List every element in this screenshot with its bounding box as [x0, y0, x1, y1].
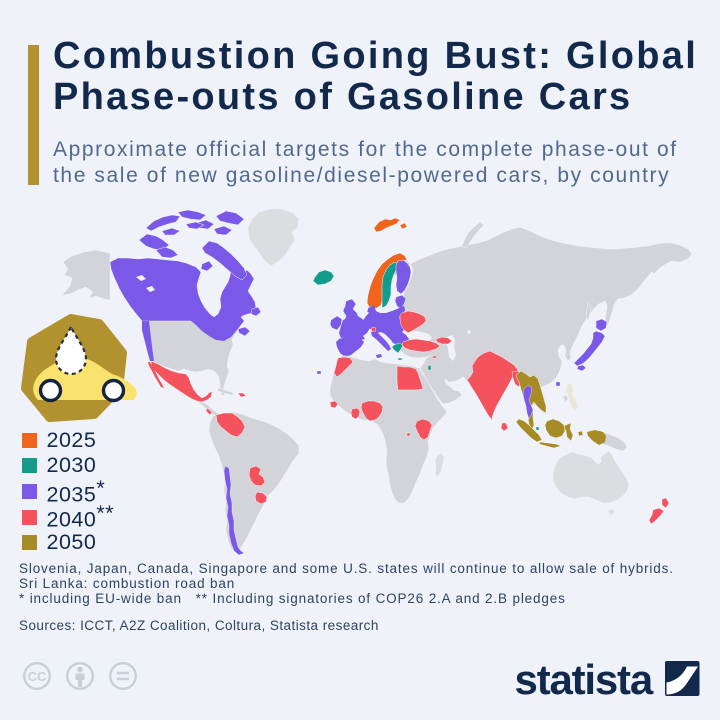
svg-text:CC: CC [28, 669, 47, 684]
